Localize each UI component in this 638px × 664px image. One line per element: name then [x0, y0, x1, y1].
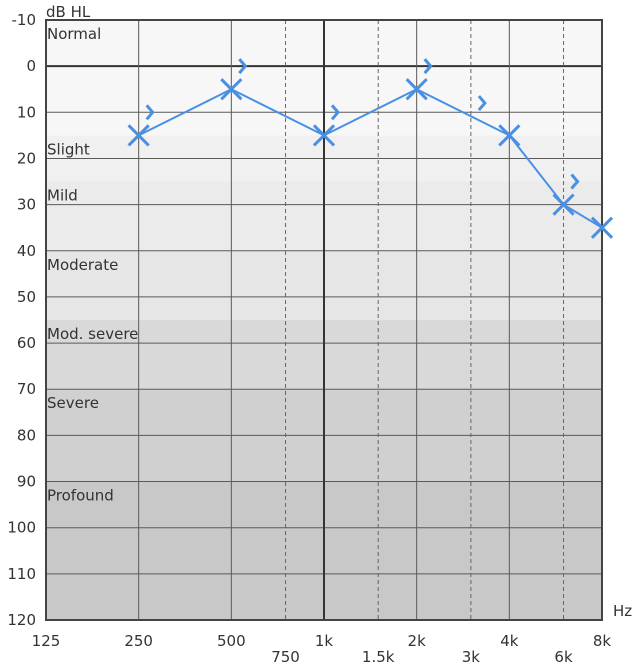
y-tick-label: 30	[17, 196, 36, 214]
y-tick-label: 50	[17, 288, 36, 306]
y-tick-label: -10	[12, 11, 37, 29]
x-tick-label: 2k	[408, 632, 427, 650]
x-axis-unit: Hz	[613, 602, 632, 620]
bone-conduction-marker	[330, 104, 340, 121]
band-label: Moderate	[47, 256, 118, 274]
bone-conduction-marker	[423, 58, 433, 75]
band-label: Normal	[47, 25, 101, 43]
y-tick-label: 60	[17, 334, 36, 352]
y-tick-label: 10	[17, 103, 36, 121]
x-tick-label: 4k	[500, 632, 519, 650]
y-tick-label: 0	[26, 57, 36, 75]
x-tick-label-minor: 750	[271, 648, 300, 664]
y-tick-label: 90	[17, 473, 36, 491]
x-marker	[590, 216, 614, 239]
band-label: Severe	[47, 394, 99, 412]
y-tick-label: 110	[7, 565, 36, 583]
x-tick-label-minor: 1.5k	[362, 648, 395, 664]
bone-conduction-marker	[477, 95, 487, 112]
band-label: Slight	[47, 140, 90, 158]
x-marker	[552, 193, 575, 216]
y-tick-label: 120	[7, 611, 36, 629]
band-label: Profound	[47, 487, 114, 505]
x-tick-label-minor: 3k	[462, 648, 481, 664]
y-tick-label: 80	[17, 426, 36, 444]
x-marker	[312, 124, 336, 147]
band-labels: Normal Slight Mild Moderate Mod. severe Sever…	[47, 25, 138, 505]
y-tick-label: 20	[17, 149, 36, 167]
x-tick-label: 1k	[315, 632, 334, 650]
plot-frame	[45, 19, 603, 621]
y-axis-unit: dB HL	[46, 3, 91, 21]
bone-conduction-marker	[570, 173, 580, 190]
series-layer	[127, 58, 614, 239]
x-axis-ticks: 125 250 500 1k 2k 4k 8k 750 1.5k 3k 6k	[32, 632, 612, 664]
x-marker	[405, 78, 428, 101]
band-label: Mod. severe	[47, 325, 138, 343]
y-tick-label: 40	[17, 242, 36, 260]
y-tick-label: 70	[17, 380, 36, 398]
x-marker	[220, 78, 243, 101]
x-marker	[498, 124, 521, 147]
bone-conduction-marker	[238, 58, 248, 75]
grid-lines	[45, 19, 603, 621]
x-tick-label: 8k	[593, 632, 612, 650]
x-tick-label-minor: 6k	[554, 648, 573, 664]
x-tick-label: 250	[124, 632, 153, 650]
x-marker	[127, 124, 150, 147]
x-tick-label: 125	[32, 632, 61, 650]
bone-conduction-marker	[145, 104, 155, 121]
x-tick-label: 500	[217, 632, 246, 650]
y-axis-ticks: -10 0 10 20 30 40 50 60 70 80 90 100 110 120	[7, 11, 36, 629]
band-label: Mild	[47, 187, 78, 205]
y-tick-label: 100	[7, 519, 36, 537]
